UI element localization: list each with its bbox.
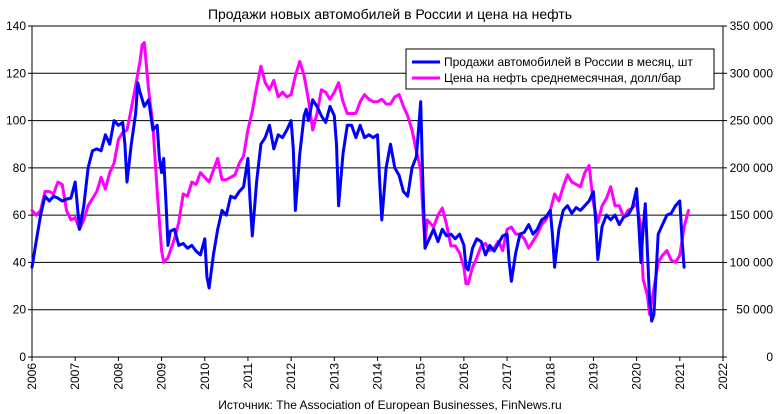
x-tick-label: 2017 (500, 363, 514, 390)
x-tick-label: 2008 (111, 363, 125, 390)
x-tick-label: 2019 (586, 363, 600, 390)
y-left-tick-label: 140 (6, 19, 26, 33)
x-tick-label: 2010 (198, 363, 212, 390)
y-right-tick-label: 350 000 (730, 19, 774, 33)
y-left-ticks: 0 20 40 60 80 100 120 140 (6, 19, 32, 364)
series-line-sales (30, 81, 686, 323)
y-left-tick-label: 40 (13, 255, 27, 269)
x-tick-label: 2007 (68, 363, 82, 390)
x-tick-label: 2020 (630, 363, 644, 390)
series-line-oil (30, 41, 690, 316)
x-tick-label: 2006 (25, 363, 39, 390)
y-left-tick-label: 60 (13, 208, 27, 222)
x-tick-label: 2014 (371, 363, 385, 390)
x-tick-label: 2009 (155, 363, 169, 390)
y-right-tick-label: 300 000 (730, 66, 774, 80)
y-right-tick-label: 250 000 (730, 114, 774, 128)
y-right-tick-label: 0 (766, 350, 773, 364)
y-right-tick-label: 150 000 (730, 208, 774, 222)
y-right-tick-label: 200 000 (730, 161, 774, 175)
y-right-tick-label: 100 000 (730, 255, 774, 269)
y-left-tick-label: 0 (19, 350, 26, 364)
y-right-ticks: 0 50 000 100 000 150 000 200 000 250 000 300 0… (723, 19, 773, 364)
y-right-tick-label: 50 000 (736, 303, 773, 317)
x-ticks: 2006 2007 2008 2009 2010 2011 2012 2013 2014 2015… (25, 357, 730, 390)
source-note: Источник: The Association of European Bu… (218, 398, 561, 412)
legend-label-sales: Продажи автомобилей в России в месяц, шт (444, 55, 693, 69)
x-tick-label: 2012 (284, 363, 298, 390)
x-tick-label: 2018 (543, 363, 557, 390)
x-tick-label: 2015 (414, 363, 428, 390)
y-left-tick-label: 120 (6, 66, 26, 80)
y-left-tick-label: 20 (13, 303, 27, 317)
y-left-tick-label: 100 (6, 114, 26, 128)
x-tick-label: 2013 (327, 363, 341, 390)
x-tick-label: 2011 (241, 363, 255, 389)
y-left-tick-label: 80 (13, 161, 27, 175)
legend-box (405, 48, 715, 90)
legend-label-oil: Цена на нефть среднемесячная, долл/бар (444, 71, 681, 85)
legend: Продажи автомобилей в России в месяц, шт… (405, 48, 715, 90)
series-layer (30, 41, 690, 323)
chart-title: Продажи новых автомобилей в России и цен… (208, 6, 572, 22)
x-tick-label: 2016 (457, 363, 471, 390)
x-tick-label: 2022 (716, 363, 730, 390)
x-tick-label: 2021 (673, 363, 687, 390)
